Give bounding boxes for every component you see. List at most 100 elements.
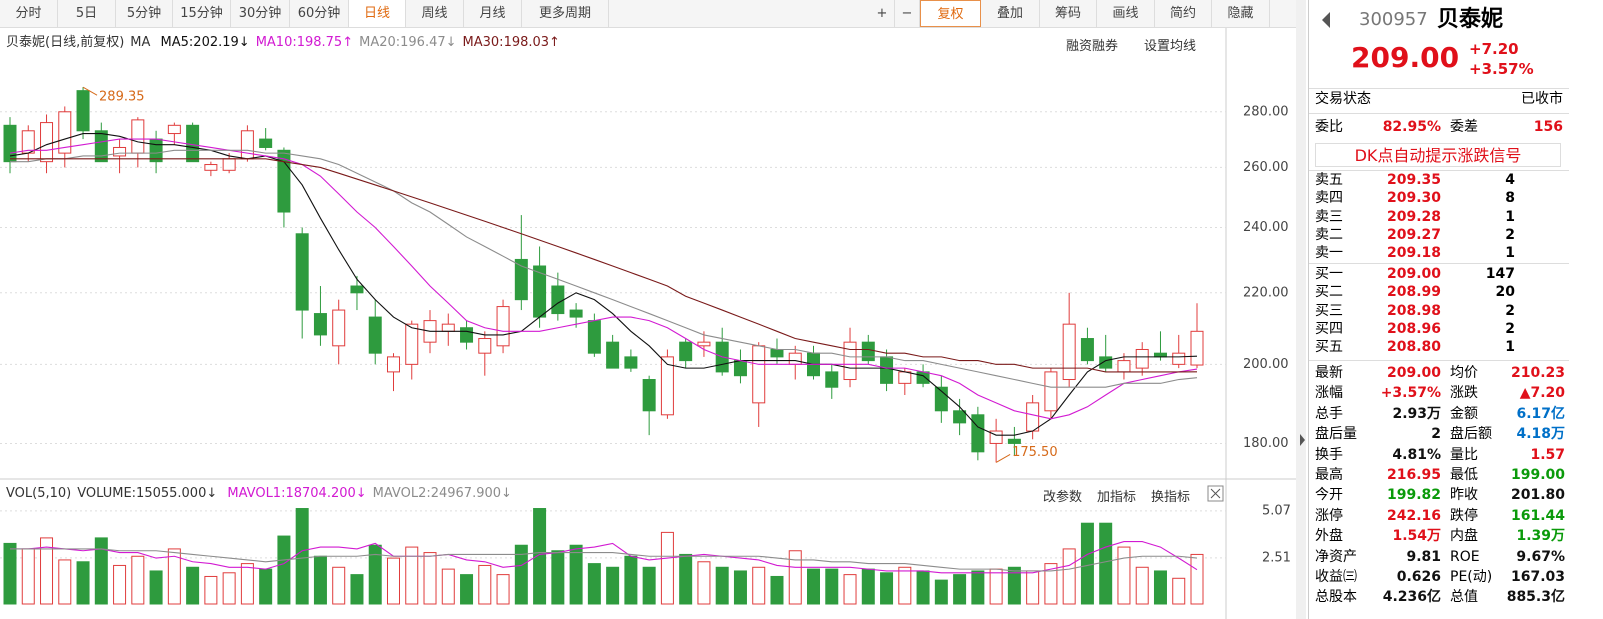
value: 167.03 <box>1510 569 1565 585</box>
legend-entry: MAVOL1:18704.200↓ <box>227 486 367 501</box>
period-tab[interactable]: 更多周期 <box>522 0 609 27</box>
mavol-line <box>10 548 1198 572</box>
volume-bar <box>423 552 437 605</box>
candle-body <box>971 414 985 453</box>
label: 买五 <box>1315 339 1343 356</box>
label: 卖三 <box>1315 208 1343 225</box>
period-tab[interactable]: 5日 <box>58 0 116 27</box>
candle-body <box>441 323 455 332</box>
axis-area <box>1226 28 1296 619</box>
label: 总值 <box>1450 589 1478 606</box>
candle-body <box>259 138 273 148</box>
candle-body <box>642 379 656 412</box>
value: 9.67% <box>1516 548 1565 565</box>
candle-body <box>1044 371 1058 412</box>
link[interactable]: 换指标 <box>1151 490 1191 505</box>
splitter-arrow[interactable] <box>1300 434 1305 446</box>
volume-bar <box>131 555 145 605</box>
volume-legend: VOL(5,10) VOLUME:15055.000↓ MAVOL1:18704.… <box>6 484 518 504</box>
legend-entry: MA10:198.75↑ <box>255 35 354 50</box>
splitter[interactable] <box>1296 0 1306 619</box>
candle-body <box>551 285 565 315</box>
volume: 2 <box>1505 302 1515 319</box>
volume-bar <box>533 508 547 605</box>
tool-button[interactable]: 叠加 <box>981 0 1040 27</box>
ma-line <box>9 138 1198 420</box>
candle-body <box>697 341 711 347</box>
chart: 180.00 200.00 220.00 240.00 260.00 280.00 289.… <box>0 0 1306 619</box>
tool-button[interactable]: 画线 <box>1097 0 1155 27</box>
value: 1.54万 <box>1392 528 1441 545</box>
value: 0.626 <box>1396 569 1441 585</box>
candle-body <box>1153 352 1167 358</box>
price: 208.98 <box>1387 302 1442 319</box>
period-tab[interactable]: 月线 <box>464 0 522 27</box>
volume: 20 <box>1495 284 1515 301</box>
volume-bar <box>624 555 638 605</box>
y-tick-label: 200.00 <box>1243 357 1289 372</box>
candle-body <box>1026 402 1040 432</box>
y-tick-label: 2.51 <box>1262 550 1291 565</box>
value: 6.17亿 <box>1516 405 1565 422</box>
value: 201.80 <box>1510 487 1565 504</box>
period-tab[interactable]: 分时 <box>0 0 58 27</box>
legend-entry: MA20:196.47↓ <box>359 35 457 50</box>
label: 盘后额 <box>1450 426 1492 443</box>
price: 209.30 <box>1387 190 1442 207</box>
candle-body <box>1099 356 1113 369</box>
link[interactable]: 加指标 <box>1097 490 1137 505</box>
tool-button[interactable]: 复权 <box>920 0 981 27</box>
tool-button[interactable]: + <box>870 0 895 27</box>
close-icon[interactable] <box>1210 488 1221 499</box>
link[interactable]: 融资融券 <box>1066 39 1119 54</box>
label: 买四 <box>1315 320 1343 337</box>
label: 卖四 <box>1315 190 1343 207</box>
volume: 147 <box>1485 266 1515 282</box>
candle-body <box>167 124 181 135</box>
tool-button[interactable]: 简约 <box>1155 0 1212 27</box>
period-tab[interactable]: 周线 <box>406 0 464 27</box>
volume-bar <box>332 566 346 605</box>
candle-body <box>368 316 382 354</box>
separator <box>1309 263 1569 264</box>
period-tab[interactable]: 5分钟 <box>116 0 173 27</box>
ma-line <box>10 158 1198 373</box>
price: 209.27 <box>1387 226 1442 243</box>
candle-body <box>825 371 839 388</box>
tool-button[interactable]: 隐藏 <box>1212 0 1270 27</box>
volume: 1 <box>1505 245 1515 262</box>
value: 2.93万 <box>1392 405 1441 422</box>
candle-body <box>861 341 875 362</box>
label: 换手 <box>1315 446 1343 463</box>
candle-body <box>788 352 802 365</box>
period-tab[interactable]: 60分钟 <box>290 0 349 27</box>
volume-bar <box>642 566 656 605</box>
price: 209.00 <box>1387 266 1442 282</box>
volume-bar <box>295 508 309 605</box>
candle-body <box>386 356 400 373</box>
separator <box>1309 88 1569 89</box>
volume-bar <box>368 544 382 605</box>
link[interactable]: 设置均线 <box>1144 39 1197 54</box>
volume-bar <box>697 561 711 605</box>
label: 交易状态 <box>1315 91 1371 107</box>
value: 216.95 <box>1386 467 1441 483</box>
tool-button[interactable]: 筹码 <box>1040 0 1097 27</box>
volume-bar <box>606 566 620 605</box>
label: 涨跌 <box>1450 385 1478 402</box>
volume-bar <box>76 561 90 605</box>
link[interactable]: 改参数 <box>1043 490 1083 505</box>
period-tab[interactable]: 30分钟 <box>231 0 290 27</box>
candle-body <box>1080 338 1094 362</box>
candle-body <box>624 356 638 369</box>
volume-bar <box>1026 570 1040 605</box>
label: 卖二 <box>1315 226 1343 243</box>
price: 208.99 <box>1387 284 1442 301</box>
period-tab[interactable]: 日线 <box>349 0 406 27</box>
period-tab[interactable]: 15分钟 <box>173 0 231 27</box>
volume: 2 <box>1505 320 1515 337</box>
tool-button[interactable]: − <box>895 0 920 27</box>
back-icon[interactable] <box>1319 10 1333 30</box>
value: 4.81% <box>1392 446 1441 463</box>
y-tick-label: 240.00 <box>1243 220 1289 235</box>
